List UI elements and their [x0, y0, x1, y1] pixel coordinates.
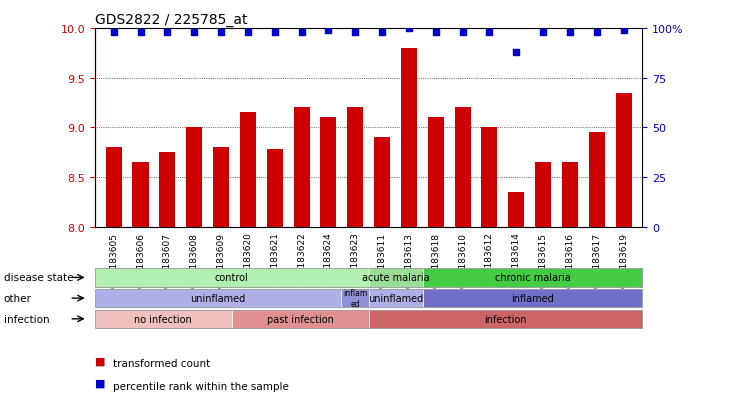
Text: GDS2822 / 225785_at: GDS2822 / 225785_at: [95, 12, 247, 26]
Point: [618, 28, 629, 34]
Text: past infection: past infection: [266, 314, 334, 324]
Text: control: control: [215, 273, 249, 283]
Text: inflamed: inflamed: [512, 293, 554, 304]
Bar: [401, 49, 417, 227]
Bar: [455, 108, 471, 227]
Point: [376, 30, 388, 36]
Point: [323, 28, 334, 34]
Point: [403, 26, 415, 32]
Point: [269, 30, 280, 36]
Text: ■: ■: [95, 378, 105, 388]
Bar: [428, 118, 444, 227]
Bar: [132, 163, 149, 227]
Bar: [374, 138, 390, 227]
Bar: [213, 148, 229, 227]
Point: [134, 30, 146, 36]
Bar: [293, 108, 310, 227]
Bar: [320, 118, 337, 227]
Text: disease state: disease state: [4, 273, 73, 283]
Bar: [562, 163, 578, 227]
Point: [457, 30, 469, 36]
Text: infection: infection: [4, 314, 50, 324]
Point: [215, 30, 227, 36]
Text: uninflamed: uninflamed: [369, 293, 423, 304]
Text: chronic malaria: chronic malaria: [495, 273, 571, 283]
Text: ■: ■: [95, 356, 105, 366]
Bar: [535, 163, 551, 227]
Point: [296, 30, 307, 36]
Bar: [615, 93, 631, 227]
Bar: [159, 153, 175, 227]
Point: [537, 30, 549, 36]
Point: [591, 30, 603, 36]
Point: [510, 50, 522, 56]
Text: other: other: [4, 293, 31, 304]
Point: [161, 30, 173, 36]
Text: acute malaria: acute malaria: [362, 273, 430, 283]
Bar: [266, 150, 283, 227]
Text: inflam
ed: inflam ed: [343, 289, 367, 308]
Text: transformed count: transformed count: [113, 358, 210, 368]
Text: uninflamed: uninflamed: [191, 293, 246, 304]
Point: [188, 30, 200, 36]
Point: [108, 30, 120, 36]
Text: percentile rank within the sample: percentile rank within the sample: [113, 381, 289, 391]
Point: [242, 30, 254, 36]
Text: no infection: no infection: [134, 314, 192, 324]
Point: [483, 30, 495, 36]
Bar: [106, 148, 122, 227]
Bar: [508, 192, 524, 227]
Text: infection: infection: [484, 314, 527, 324]
Bar: [481, 128, 497, 227]
Bar: [186, 128, 202, 227]
Point: [430, 30, 442, 36]
Bar: [588, 133, 605, 227]
Point: [564, 30, 576, 36]
Bar: [347, 108, 364, 227]
Point: [350, 30, 361, 36]
Bar: [240, 113, 256, 227]
